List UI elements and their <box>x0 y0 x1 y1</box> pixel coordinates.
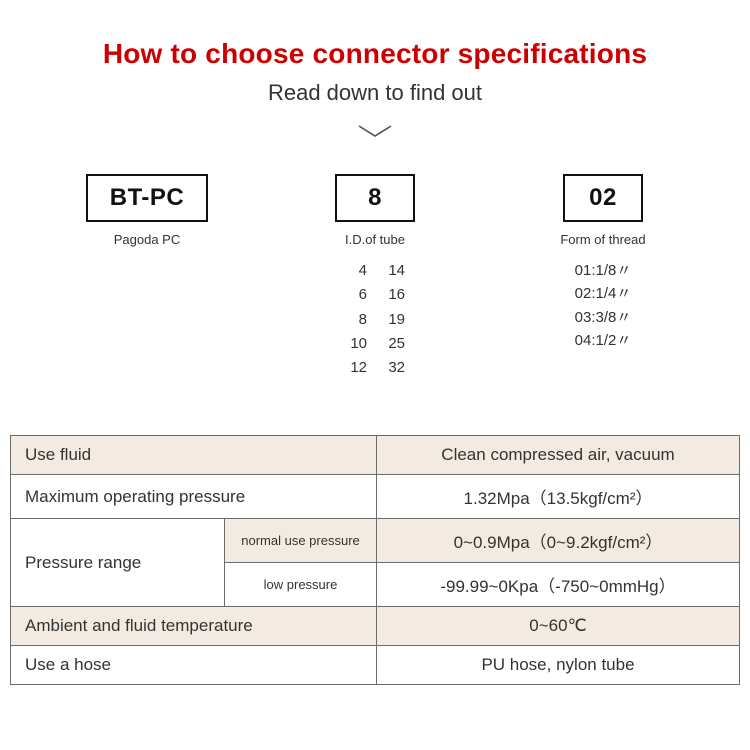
spec-label: Use a hose <box>11 646 377 685</box>
spec-value: -99.99~0Kpa（-750~0mmHg） <box>377 563 740 607</box>
table-row: Use fluid Clean compressed air, vacuum <box>11 436 740 475</box>
spec-label: Use fluid <box>11 436 377 475</box>
part-col-btpc: BT-PC Pagoda PC <box>72 174 222 379</box>
tube-id-list: 4 14 6 16 8 19 10 25 12 32 <box>345 259 405 379</box>
spec-sublabel: low pressure <box>225 563 377 607</box>
chevron-down-icon <box>355 122 395 140</box>
tube-id-value: 32 <box>383 356 405 379</box>
table-row: Maximum operating pressure 1.32Mpa（13.5k… <box>11 475 740 519</box>
tube-id-value: 4 <box>345 259 367 282</box>
spec-label: Maximum operating pressure <box>11 475 377 519</box>
page-title: How to choose connector specifications <box>0 38 750 70</box>
thread-form-value: 03:3/8〃 <box>575 306 632 329</box>
spec-label: Pressure range <box>11 519 225 607</box>
tube-id-value: 14 <box>383 259 405 282</box>
part-code-caption: Form of thread <box>560 232 645 247</box>
tube-id-value: 25 <box>383 332 405 355</box>
tube-id-value: 8 <box>345 308 367 331</box>
part-code-box: BT-PC <box>86 174 209 222</box>
spec-value: 1.32Mpa（13.5kgf/cm²） <box>377 475 740 519</box>
tube-id-value: 16 <box>383 283 405 306</box>
tube-id-value: 6 <box>345 283 367 306</box>
thread-form-value: 04:1/2〃 <box>575 329 632 352</box>
thread-form-value: 02:1/4〃 <box>575 282 632 305</box>
part-col-tube: 8 I.D.of tube 4 14 6 16 8 19 10 25 12 32 <box>300 174 450 379</box>
tube-id-value: 10 <box>345 332 367 355</box>
part-code-box: 8 <box>335 174 415 222</box>
table-row: Pressure range normal use pressure 0~0.9… <box>11 519 740 563</box>
tube-id-value: 19 <box>383 308 405 331</box>
part-code-caption: I.D.of tube <box>345 232 405 247</box>
table-row: Ambient and fluid temperature 0~60℃ <box>11 607 740 646</box>
spec-table: Use fluid Clean compressed air, vacuum M… <box>10 435 740 685</box>
thread-form-list: 01:1/8〃 02:1/4〃 03:3/8〃 04:1/2〃 <box>575 259 632 352</box>
thread-form-value: 01:1/8〃 <box>575 259 632 282</box>
part-code-box: 02 <box>563 174 643 222</box>
spec-value: 0~0.9Mpa（0~9.2kgf/cm²） <box>377 519 740 563</box>
part-code-row: BT-PC Pagoda PC 8 I.D.of tube 4 14 6 16 … <box>0 174 750 379</box>
spec-value: Clean compressed air, vacuum <box>377 436 740 475</box>
spec-sublabel: normal use pressure <box>225 519 377 563</box>
spec-value: PU hose, nylon tube <box>377 646 740 685</box>
part-col-thread: 02 Form of thread 01:1/8〃 02:1/4〃 03:3/8… <box>528 174 678 379</box>
tube-id-value: 12 <box>345 356 367 379</box>
page-subtitle: Read down to find out <box>0 80 750 106</box>
spec-value: 0~60℃ <box>377 607 740 646</box>
spec-label: Ambient and fluid temperature <box>11 607 377 646</box>
table-row: Use a hose PU hose, nylon tube <box>11 646 740 685</box>
part-code-caption: Pagoda PC <box>114 232 181 247</box>
